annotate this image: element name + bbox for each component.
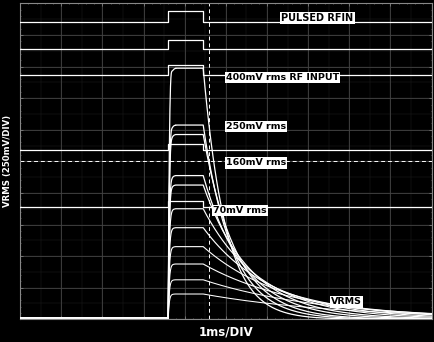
Text: 160mV rms: 160mV rms	[225, 158, 286, 168]
Text: 250mV rms: 250mV rms	[225, 122, 285, 131]
Text: 400mV rms RF INPUT: 400mV rms RF INPUT	[225, 73, 338, 82]
Y-axis label: VRMS (250mV/DIV): VRMS (250mV/DIV)	[3, 115, 13, 208]
Text: PULSED RFIN: PULSED RFIN	[281, 13, 353, 23]
X-axis label: 1ms/DIV: 1ms/DIV	[198, 326, 253, 339]
Text: 70mV rms: 70mV rms	[213, 206, 266, 215]
Text: VRMS: VRMS	[330, 298, 361, 306]
